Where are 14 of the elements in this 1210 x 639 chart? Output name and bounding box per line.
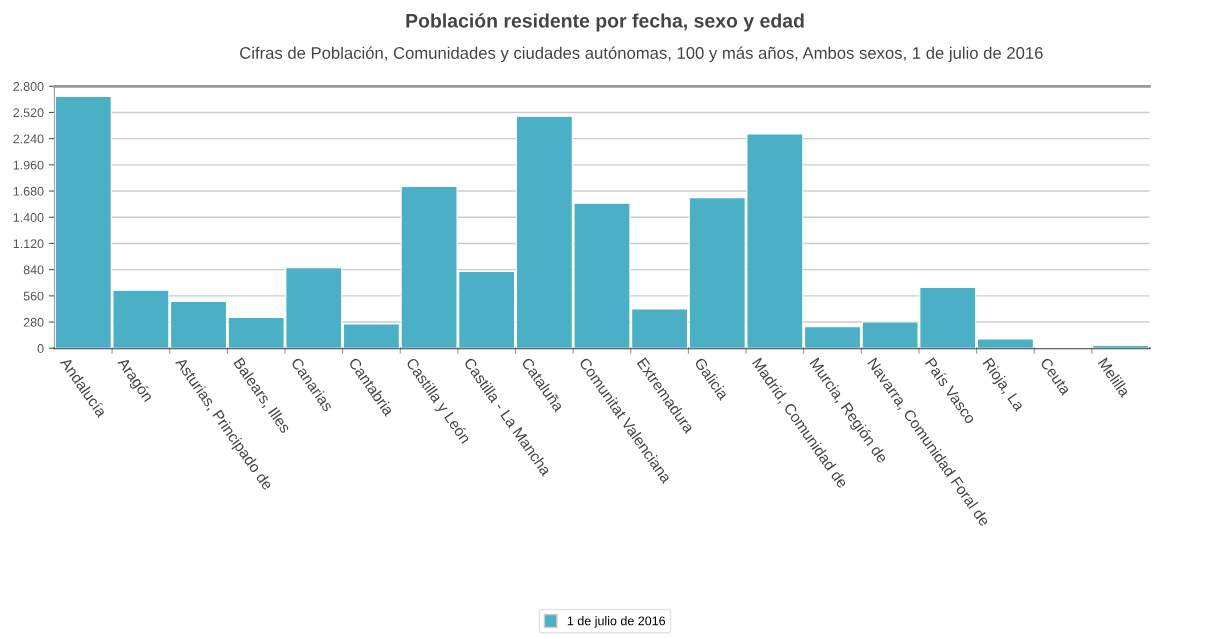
y-tick-label: 2.240 <box>13 134 44 144</box>
chart-subtitle: Cifras de Población, Comunidades y ciudades autónomas, 100 y más años, Ambos sexos, 1 de julio de 2016 <box>240 46 1043 63</box>
y-tick-label: 840 <box>23 265 44 275</box>
y-tick-label: 2.520 <box>13 108 44 118</box>
y-tick-label: 560 <box>23 291 44 301</box>
y-tick-label: 1.680 <box>13 186 44 196</box>
y-tick-label: 1.120 <box>13 239 44 249</box>
y-tick-label: 1.960 <box>13 160 44 170</box>
y-tick-label: 1.400 <box>13 213 44 222</box>
chart-title: Población residente por fecha, sexo y edad <box>406 13 804 32</box>
y-tick-label: 0 <box>37 344 44 353</box>
y-tick-label: 2.800 <box>13 82 44 91</box>
legend-label: 1 de julio de 2016 <box>567 616 666 628</box>
y-tick-label: 280 <box>23 317 44 327</box>
